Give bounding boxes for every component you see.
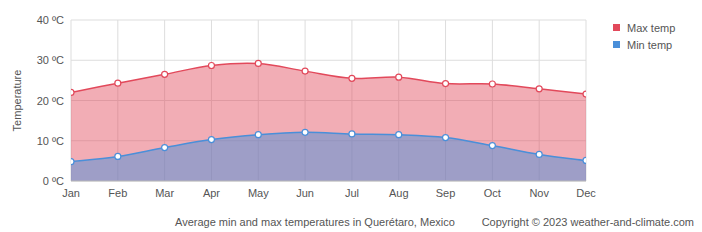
copyright: Copyright © 2023 weather-and-climate.com xyxy=(482,216,694,228)
y-axis: 0 ºC 10 ºC 20 ºC 30 ºC 40 ºC Temperature xyxy=(11,14,64,187)
x-tick-label: Nov xyxy=(529,187,549,199)
point-marker xyxy=(536,151,542,157)
point-marker xyxy=(71,159,74,165)
point-marker xyxy=(71,89,74,95)
x-tick-label: Jul xyxy=(345,187,359,199)
chart-container: 0 ºC 10 ºC 20 ºC 30 ºC 40 ºC Temperature Jan Fe… xyxy=(0,0,702,232)
y-tick-label: 20 ºC xyxy=(37,95,64,107)
point-marker xyxy=(349,131,355,137)
point-marker xyxy=(349,75,355,81)
point-marker xyxy=(583,91,586,97)
point-marker xyxy=(302,68,308,74)
y-grid-line xyxy=(71,181,586,182)
series-line xyxy=(71,132,586,161)
x-tick-label: Jan xyxy=(62,187,80,199)
point-marker xyxy=(396,74,402,80)
caption: Copyright © 2023 weather-and-climate.com… xyxy=(175,216,694,228)
legend-swatch xyxy=(613,24,620,31)
x-tick-label: Sep xyxy=(436,187,456,199)
legend-swatch xyxy=(613,41,620,48)
y-tick-label: 10 ºC xyxy=(37,135,64,147)
point-marker xyxy=(489,143,495,149)
y-tick-label: 0 ºC xyxy=(43,175,64,187)
point-marker xyxy=(489,81,495,87)
x-tick-label: Feb xyxy=(108,187,127,199)
legend-label: Max temp xyxy=(627,22,675,34)
point-marker xyxy=(115,153,121,159)
point-marker xyxy=(208,62,214,68)
y-axis-label: Temperature xyxy=(11,70,23,132)
x-tick-label: Dec xyxy=(576,187,596,199)
x-axis-line xyxy=(71,181,586,182)
point-marker xyxy=(208,137,214,143)
series-line xyxy=(71,63,586,94)
legend: Max temp Min temp xyxy=(613,22,675,51)
plot-area xyxy=(71,60,586,181)
point-marker xyxy=(162,71,168,77)
point-marker xyxy=(115,80,121,86)
point-marker xyxy=(443,135,449,141)
point-marker xyxy=(443,81,449,87)
point-marker xyxy=(255,132,261,138)
x-tick-label: Aug xyxy=(389,187,409,199)
x-tick-label: May xyxy=(248,187,269,199)
point-marker xyxy=(536,86,542,92)
area-fill xyxy=(71,132,586,181)
legend-label: Min temp xyxy=(627,39,672,51)
area-fill xyxy=(71,63,586,181)
point-marker xyxy=(302,129,308,135)
point-marker xyxy=(162,145,168,151)
point-marker xyxy=(396,132,402,138)
y-grid-line xyxy=(71,60,586,61)
x-axis: Jan Feb Mar Apr May Jun Jul Aug Sep Oct Nov Dec xyxy=(62,187,596,199)
chart-title: Average min and max temperatures in Quer… xyxy=(175,216,455,228)
x-tick-label: Apr xyxy=(203,187,220,199)
x-tick-label: Mar xyxy=(155,187,174,199)
point-marker xyxy=(255,60,261,66)
x-tick-label: Oct xyxy=(484,187,501,199)
x-tick-label: Jun xyxy=(296,187,314,199)
grid xyxy=(71,20,586,181)
y-grid-line xyxy=(71,20,586,21)
point-marker xyxy=(583,157,586,163)
chart-svg: 0 ºC 10 ºC 20 ºC 30 ºC 40 ºC Temperature Jan Fe… xyxy=(0,0,702,232)
y-tick-label: 30 ºC xyxy=(37,54,64,66)
y-tick-label: 40 ºC xyxy=(37,14,64,26)
